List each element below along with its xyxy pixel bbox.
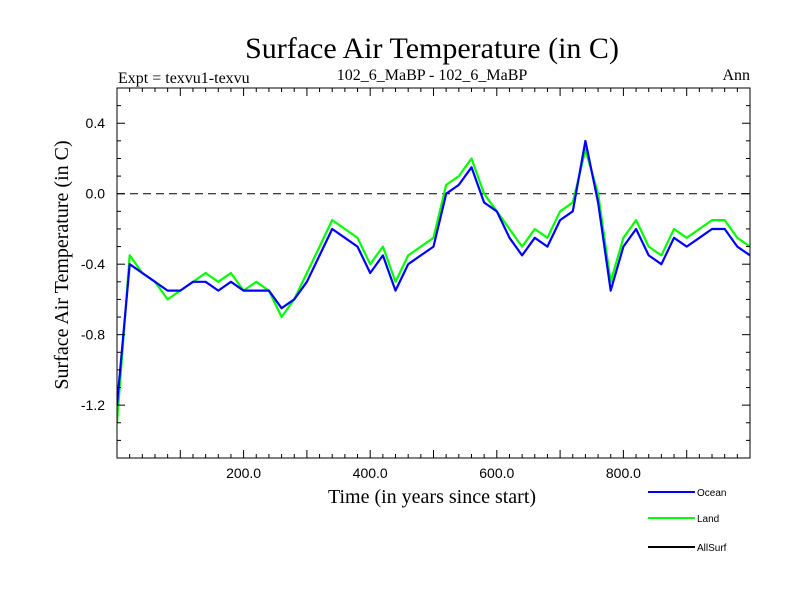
legend: Ocean Land AllSurf	[648, 488, 727, 554]
axes: 200.0 400.0 600.0 800.0 -1.2 -0.8 -0.4 0.0 0.4	[81, 87, 751, 481]
x-tick-label: 200.0	[226, 465, 261, 481]
x-tick-label: 800.0	[606, 465, 641, 481]
chart-title: Surface Air Temperature (in C)	[245, 32, 619, 65]
x-axis-label: Time (in years since start)	[328, 486, 536, 508]
plot-area	[117, 139, 750, 423]
chart-subtitle-center: 102_6_MaBP - 102_6_MaBP	[337, 67, 528, 84]
y-tick-label: -0.8	[81, 327, 105, 343]
plot-frame	[116, 87, 751, 459]
legend-label-allsurf: AllSurf	[697, 543, 727, 554]
series-line-ocean	[117, 139, 750, 406]
y-tick-label: -1.2	[81, 397, 105, 413]
x-tick-label: 600.0	[479, 465, 514, 481]
series-line-land	[117, 148, 750, 423]
chart-subtitle-right: Ann	[722, 67, 750, 84]
legend-label-land: Land	[697, 514, 719, 525]
legend-label-ocean: Ocean	[697, 488, 726, 499]
chart-subtitle-left: Expt = texvu1-texvu	[118, 70, 250, 87]
x-tick-label: 400.0	[353, 465, 388, 481]
y-tick-label: -0.4	[81, 256, 105, 272]
y-axis-label: Surface Air Temperature (in C)	[51, 140, 73, 389]
y-tick-label: 0.4	[86, 115, 106, 131]
y-tick-label: 0.0	[86, 186, 106, 202]
